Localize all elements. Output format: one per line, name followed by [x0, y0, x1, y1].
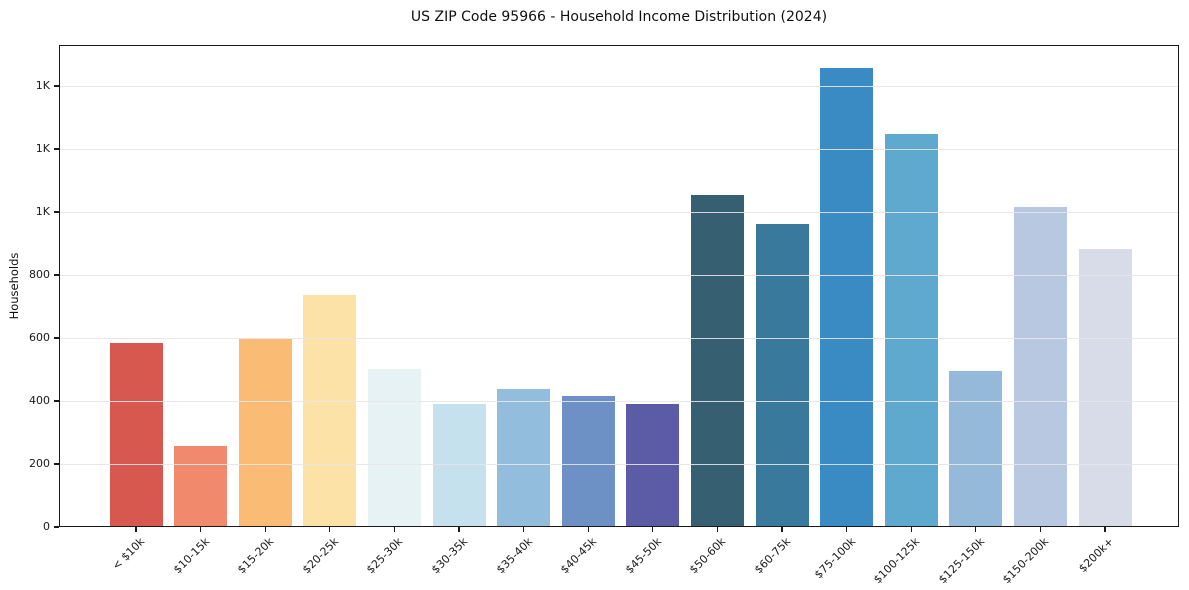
bar-10k — [109, 342, 163, 527]
x-tick-50-60k — [716, 527, 719, 532]
y-tick-label-600: 600 — [29, 330, 50, 344]
y-tick-200 — [54, 463, 59, 465]
plot-area — [59, 45, 1179, 527]
y-tick-label-800: 800 — [29, 267, 50, 281]
y-tick-1400 — [54, 85, 59, 87]
bar-20-25k — [303, 294, 357, 527]
y-tick-label-1200: 1K — [35, 141, 50, 155]
gridline-800 — [59, 274, 1179, 276]
x-tick-10k — [135, 527, 137, 532]
gridline-200 — [59, 463, 1179, 465]
gridline-400 — [59, 400, 1179, 402]
x-tick-75-100k — [845, 527, 848, 532]
y-tick-800 — [54, 274, 59, 276]
x-tick-20-25k — [329, 527, 331, 532]
bar-25-30k — [367, 368, 421, 527]
y-tick-label-1000: 1K — [35, 204, 50, 218]
bar-30-35k — [432, 403, 486, 527]
bar-60-75k — [755, 224, 809, 527]
bar-45-50k — [626, 404, 680, 527]
y-tick-600 — [54, 337, 59, 339]
x-tick-125-150k — [975, 527, 977, 532]
x-tick-40-45k — [587, 527, 589, 532]
y-tick-label-0: 0 — [43, 520, 50, 533]
bar-100-125k — [884, 134, 938, 527]
x-tick-200k — [1104, 527, 1106, 532]
x-tick-150-200k — [1039, 527, 1042, 532]
x-tick-15-20k — [264, 527, 266, 532]
x-tick-100-125k — [910, 527, 912, 532]
gridline-600 — [59, 337, 1179, 339]
bar-10-15k — [174, 445, 228, 527]
x-tick-45-50k — [652, 527, 654, 532]
y-tick-label-1400: 1K — [35, 78, 50, 92]
x-tick-35-40k — [522, 527, 525, 532]
x-tick-label-10k: < $10k — [109, 535, 148, 573]
x-tick-30-35k — [458, 527, 460, 532]
gridline-1000 — [59, 211, 1179, 213]
bar-15-20k — [238, 338, 292, 527]
x-tick-60-75k — [781, 527, 783, 532]
gridline-1400 — [59, 85, 1179, 87]
bar-40-45k — [561, 395, 615, 527]
y-tick-400 — [54, 400, 59, 402]
gridline-1200 — [59, 148, 1179, 150]
bar-35-40k — [497, 389, 551, 527]
y-tick-0 — [54, 526, 59, 528]
y-tick-label-200: 200 — [29, 456, 50, 470]
y-tick-label-400: 400 — [29, 393, 50, 407]
y-axis-label: Households — [7, 252, 21, 320]
chart-title: US ZIP Code 95966 - Household Income Dis… — [410, 9, 828, 25]
x-tick-25-30k — [393, 527, 396, 532]
bar-200k — [1078, 249, 1132, 527]
bar-75-100k — [820, 68, 874, 527]
bar-125-150k — [949, 371, 1003, 527]
y-tick-1200 — [54, 148, 59, 150]
x-tick-10-15k — [199, 527, 202, 532]
bar-50-60k — [690, 195, 744, 527]
bar-150-200k — [1013, 206, 1067, 527]
y-tick-1000 — [54, 211, 59, 213]
